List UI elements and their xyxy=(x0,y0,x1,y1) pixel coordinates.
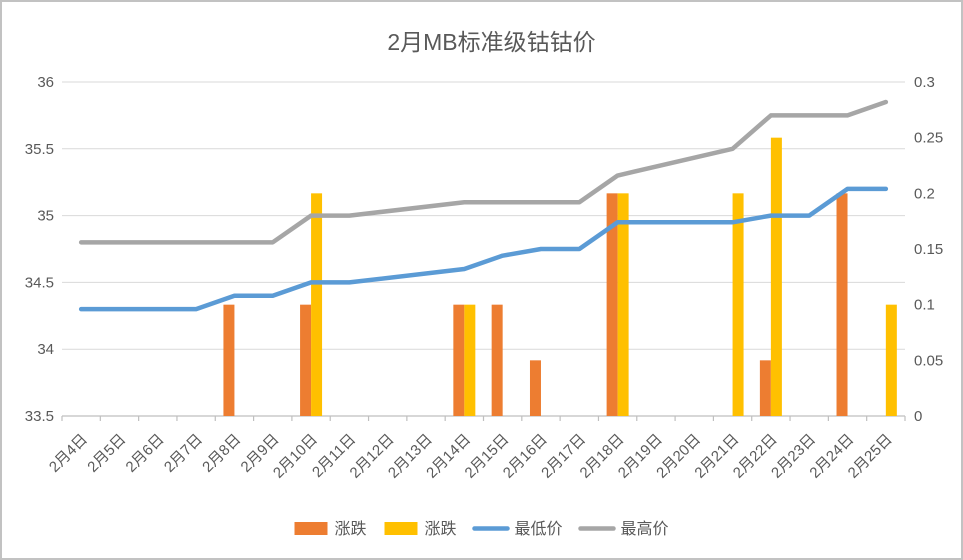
bar-change-low xyxy=(606,193,618,416)
bar-change-high xyxy=(311,193,323,416)
chart-title: 2月MB标准级钴钴价 xyxy=(387,29,595,55)
legend-swatch-bar xyxy=(294,522,328,535)
left-axis-tick-label: 35.5 xyxy=(25,141,54,158)
legend-label: 最高价 xyxy=(621,520,669,538)
x-axis-tick-label: 2月7日 xyxy=(161,431,206,476)
legend-item: 最高价 xyxy=(578,520,669,538)
line-max-price xyxy=(78,99,889,245)
right-axis-tick-label: 0.05 xyxy=(914,352,943,369)
right-axis-tick-label: 0.15 xyxy=(914,241,943,258)
legend: 涨跌 涨跌 最低价 最高价 xyxy=(294,520,669,538)
x-axis-tick-label: 2月8日 xyxy=(199,431,244,476)
bar-change-low xyxy=(759,360,771,416)
legend-item: 涨跌 xyxy=(384,520,457,538)
legend-item: 涨跌 xyxy=(294,520,367,538)
legend-swatch-bar xyxy=(384,522,418,535)
bar-change-high xyxy=(617,193,629,416)
bar-change-high xyxy=(885,304,897,416)
bar-change-low xyxy=(453,304,465,416)
bar-change-high xyxy=(732,193,744,416)
bar-change-low xyxy=(529,360,541,416)
left-axis-tick-label: 34.5 xyxy=(25,274,54,291)
bar-change-low xyxy=(223,304,235,416)
x-axis-tick-label: 2月6日 xyxy=(123,431,168,476)
bar-change-low xyxy=(300,304,312,416)
left-axis-tick-label: 33.5 xyxy=(25,408,54,425)
right-axis-tick-label: 0.25 xyxy=(914,130,943,147)
bar-change-high xyxy=(770,137,782,416)
right-axis-tick-label: 0 xyxy=(914,408,922,425)
right-axis-tick-label: 0.3 xyxy=(914,74,935,91)
legend-item: 最低价 xyxy=(472,520,563,538)
left-axis-tick-label: 36 xyxy=(37,74,54,91)
legend-label: 最低价 xyxy=(515,520,563,538)
left-axis-tick-label: 35 xyxy=(37,208,54,225)
bar-change-low xyxy=(836,193,848,416)
legend-label: 涨跌 xyxy=(335,520,367,538)
x-axis-tick-label: 2月5日 xyxy=(84,431,129,476)
legend-label: 涨跌 xyxy=(425,520,457,538)
x-axis-tick-label: 2月4日 xyxy=(46,431,91,476)
left-axis-tick-label: 34 xyxy=(37,341,54,358)
right-axis-tick-label: 0.1 xyxy=(914,297,935,314)
bar-change-high xyxy=(464,304,476,416)
right-axis-tick-label: 0.2 xyxy=(914,185,935,202)
line-min-price xyxy=(78,186,889,312)
bar-change-low xyxy=(491,304,503,416)
